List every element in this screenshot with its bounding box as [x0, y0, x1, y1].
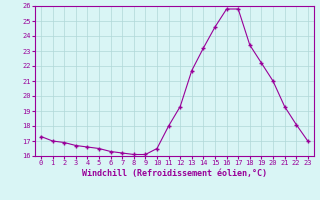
X-axis label: Windchill (Refroidissement éolien,°C): Windchill (Refroidissement éolien,°C) — [82, 169, 267, 178]
